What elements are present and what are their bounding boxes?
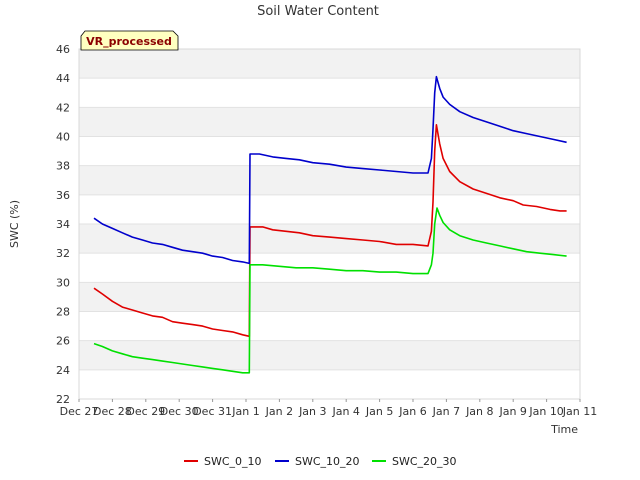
badge-label: VR_processed [86,35,172,48]
grid-band [79,49,580,79]
x-tick-label: Jan 7 [432,405,460,418]
grid-band [79,340,580,370]
y-tick-label: 46 [56,43,70,56]
plot-background [78,48,581,400]
series-line-swc-20-30 [93,207,567,374]
x-tick-label: Jan 11 [562,405,597,418]
y-tick-label: 28 [56,306,70,319]
x-tick-label: Dec 27 [60,405,99,418]
x-tick-label: Jan 10 [528,405,563,418]
x-tick-label: Jan 9 [498,405,526,418]
badge-box [80,30,179,51]
y-tick-label: 40 [56,131,70,144]
legend: SWC_0_10 SWC_10_20 SWC_20_30 [184,455,457,468]
y-tick-label: 32 [56,247,70,260]
x-tick-label: Dec 29 [126,405,165,418]
x-tick-label: Dec 28 [93,405,132,418]
series-line-swc-0-10 [93,124,567,338]
y-tick-label: 22 [56,393,70,406]
chart-title: Soil Water Content [257,4,379,19]
y-tick-label: 42 [56,101,70,114]
y-tick-label: 26 [56,335,70,348]
legend-label: SWC_20_30 [392,455,457,468]
x-tick-label: Jan 1 [231,405,259,418]
x-tick-label: Jan 3 [298,405,326,418]
grid-band [79,107,580,137]
y-axis-label: SWC (%) [8,200,21,248]
series-layer [93,75,567,374]
series-line-swc-10-20 [93,75,567,265]
plot-border [78,48,581,400]
y-tick-label: 30 [56,276,70,289]
x-tick-label: Jan 5 [365,405,393,418]
x-tick-label: Jan 2 [265,405,293,418]
y-tick-label: 38 [56,160,70,173]
legend-label: SWC_10_20 [295,455,360,468]
x-tick-label: Dec 31 [193,405,232,418]
y-tick-label: 36 [56,189,70,202]
grid-band [79,224,580,254]
x-tick-label: Jan 4 [331,405,359,418]
x-tick-label: Jan 8 [465,405,493,418]
legend-label: SWC_0_10 [204,455,262,468]
x-axis-label: Time [550,423,578,436]
vr-processed-badge: VR_processed [80,30,179,51]
y-axis-ticks: 22 24 26 28 30 32 34 36 38 40 42 44 46 [56,43,70,406]
x-tick-label: Dec 30 [160,405,199,418]
x-tick-label: Jan 6 [398,405,426,418]
grid-band [79,165,580,195]
y-tick-label: 34 [56,218,70,231]
grid-band [79,282,580,312]
y-tick-label: 24 [56,364,70,377]
y-tick-label: 44 [56,72,70,85]
